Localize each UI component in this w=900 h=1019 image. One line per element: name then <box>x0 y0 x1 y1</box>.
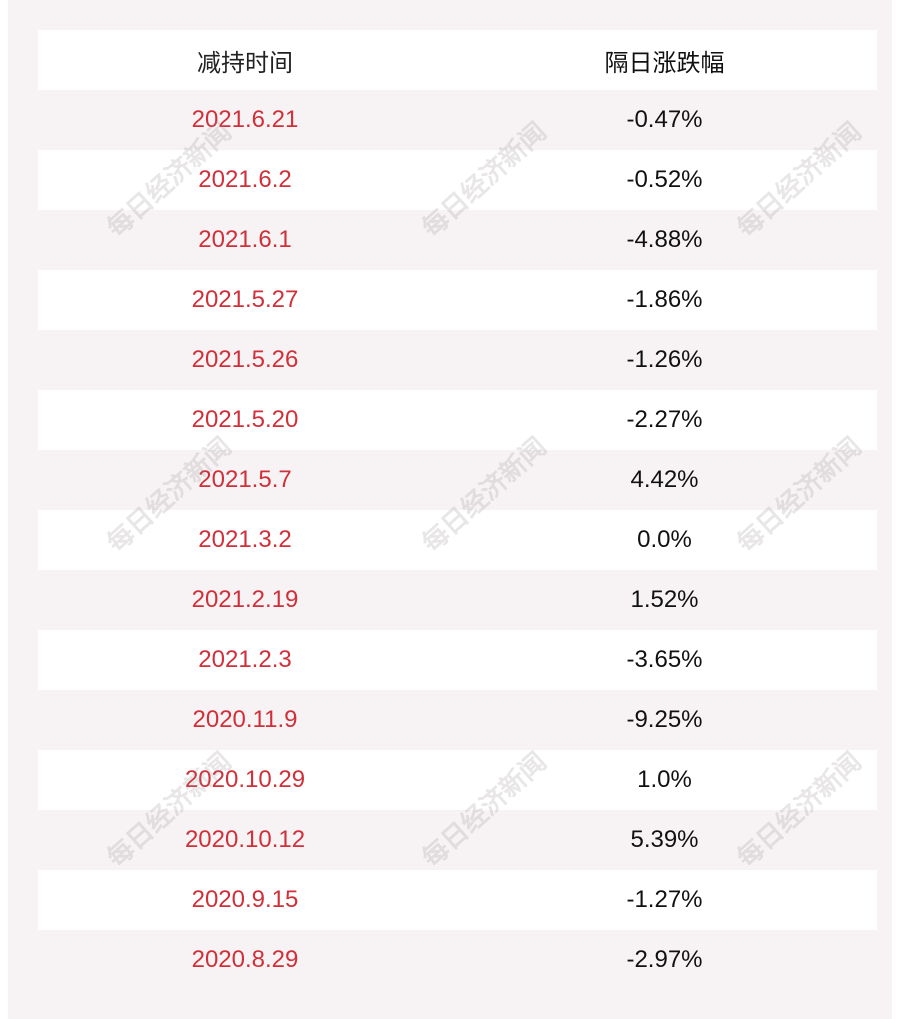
change-cell: -4.88% <box>626 226 703 253</box>
change-cell: 0.0% <box>637 526 692 553</box>
date-cell: 2021.2.3 <box>198 646 292 673</box>
change-cell: -0.47% <box>626 106 703 133</box>
date-cell: 2021.6.21 <box>191 106 299 133</box>
change-cell: -1.86% <box>626 286 703 313</box>
change-cell: -9.25% <box>626 706 703 733</box>
header-cell: 减持时间 <box>197 49 293 77</box>
header-row: 减持时间 隔日涨跌幅 <box>38 30 877 90</box>
table-row: 2021.2.3 -3.65% <box>38 630 877 690</box>
date-cell: 2020.8.29 <box>191 946 299 973</box>
change-cell: -1.26% <box>626 346 703 373</box>
change-cell: -2.27% <box>626 406 703 433</box>
table-row: 2020.10.12 5.39% <box>38 810 877 870</box>
table-row: 2021.6.1 -4.88% <box>38 210 877 270</box>
date-cell: 2020.11.9 <box>192 706 298 733</box>
table-row: 2020.9.15 -1.27% <box>38 870 877 930</box>
change-cell: 1.0% <box>637 766 692 793</box>
table: 减持时间 隔日涨跌幅 2021.6.21 -0.47% 2021.6.2 -0.52%… <box>38 30 877 990</box>
change-cell: -1.27% <box>626 886 703 913</box>
table-row: 2021.2.19 1.52% <box>38 570 877 630</box>
date-cell: 2021.5.26 <box>191 346 299 373</box>
date-cell: 2021.3.2 <box>198 526 292 553</box>
change-cell: 1.52% <box>630 586 699 613</box>
date-cell: 2021.6.2 <box>198 166 292 193</box>
table-row: 2021.3.2 0.0% <box>38 510 877 570</box>
header-cell: 隔日涨跌幅 <box>604 49 725 77</box>
date-cell: 2020.9.15 <box>191 886 299 913</box>
table-row: 2020.10.29 1.0% <box>38 750 877 810</box>
table-row: 2021.5.7 4.42% <box>38 450 877 510</box>
table-row: 2020.11.9 -9.25% <box>38 690 877 750</box>
date-cell: 2021.5.27 <box>191 286 299 313</box>
date-cell: 2021.5.20 <box>191 406 299 433</box>
date-cell: 2021.5.7 <box>198 466 292 493</box>
date-cell: 2020.10.29 <box>184 766 306 793</box>
table-row: 2021.6.2 -0.52% <box>38 150 877 210</box>
change-cell: 4.42% <box>630 466 699 493</box>
table-row: 2021.5.20 -2.27% <box>38 390 877 450</box>
table-row: 2021.5.27 -1.86% <box>38 270 877 330</box>
change-cell: 5.39% <box>630 826 699 853</box>
table-row: 2021.5.26 -1.26% <box>38 330 877 390</box>
table-row: 2020.8.29 -2.97% <box>38 930 877 990</box>
change-cell: -3.65% <box>626 646 703 673</box>
date-cell: 2021.2.19 <box>191 586 299 613</box>
change-cell: -2.97% <box>626 946 703 973</box>
table-row: 2021.6.21 -0.47% <box>38 90 877 150</box>
change-cell: -0.52% <box>626 166 703 193</box>
date-cell: 2020.10.12 <box>184 826 306 853</box>
date-cell: 2021.6.1 <box>198 226 292 253</box>
